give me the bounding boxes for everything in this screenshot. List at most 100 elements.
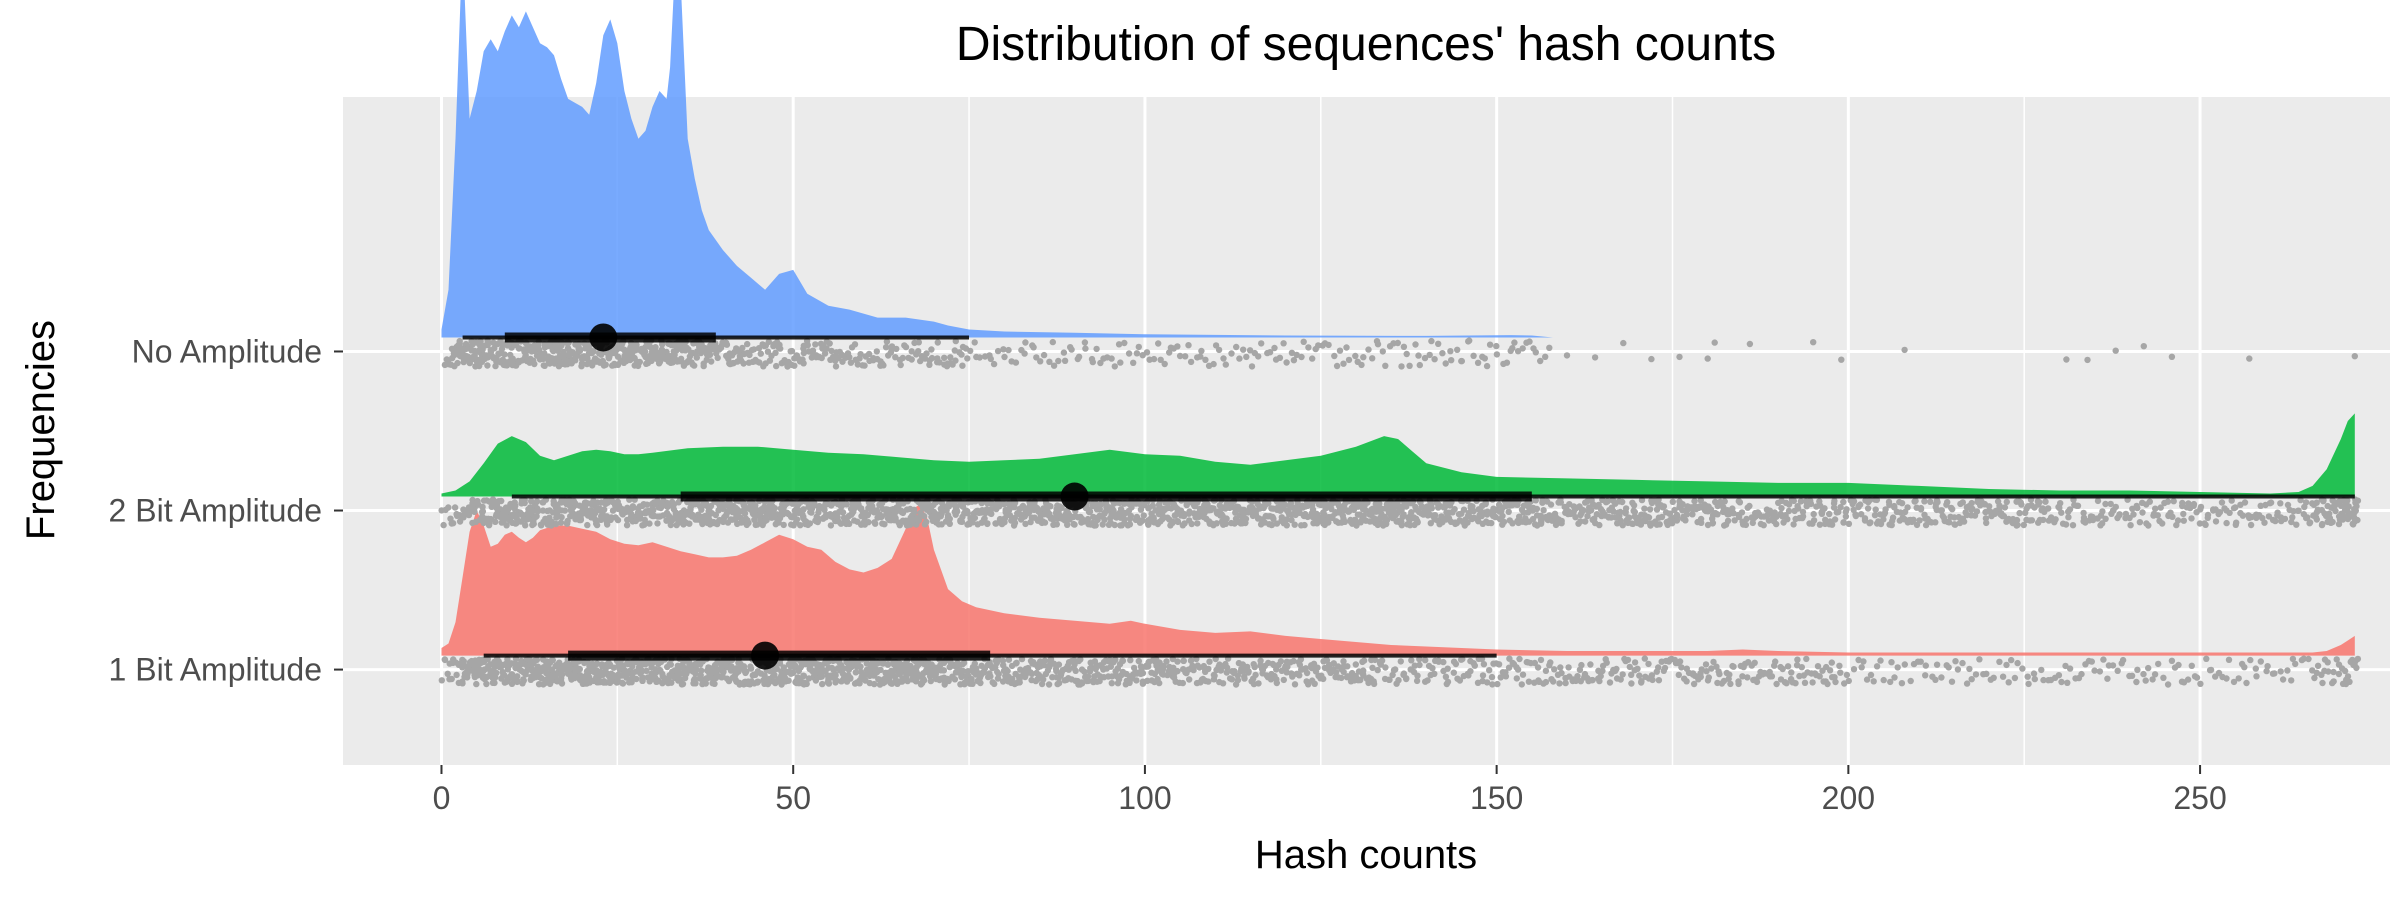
jitter-point (772, 349, 779, 356)
jitter-point (1735, 513, 1743, 521)
jitter-point (1497, 674, 1504, 681)
jitter-point (1166, 349, 1173, 356)
x-tick-label: 50 (775, 780, 811, 816)
jitter-point (500, 672, 507, 679)
jitter-point (456, 337, 463, 345)
jitter-point (1251, 663, 1258, 671)
jitter-point (699, 520, 706, 528)
jitter-point (915, 517, 922, 524)
jitter-point (1288, 516, 1295, 524)
jitter-point (1081, 339, 1089, 346)
jitter-point (791, 662, 799, 669)
jitter-point (1061, 517, 1069, 524)
jitter-point (1952, 658, 1959, 665)
jitter-point (1481, 355, 1489, 362)
jitter-point (1889, 514, 1897, 521)
jitter-point (1519, 345, 1526, 352)
jitter-point (773, 362, 780, 370)
jitter-point (814, 517, 822, 525)
jitter-point (451, 504, 459, 511)
jitter-point (2325, 668, 2332, 675)
jitter-point (1907, 677, 1914, 685)
jitter-point (843, 501, 850, 508)
jitter-point (1276, 354, 1284, 361)
jitter-point (2073, 502, 2081, 509)
jitter-point (967, 347, 974, 355)
jitter-point (2324, 659, 2331, 666)
jitter-point (1415, 352, 1422, 359)
jitter-point (1785, 507, 1793, 515)
jitter-point (2003, 661, 2010, 669)
jitter-point (844, 350, 852, 357)
jitter-point (623, 522, 631, 529)
jitter-point (1452, 520, 1459, 528)
jitter-point (2020, 521, 2028, 529)
jitter-point (2288, 677, 2295, 684)
jitter-point (2179, 499, 2186, 507)
jitter-point (964, 355, 971, 362)
jitter-point (1498, 507, 1505, 515)
jitter-point (1290, 357, 1298, 364)
jitter-point (1572, 677, 1580, 685)
jitter-point (2170, 498, 2177, 505)
jitter-point (776, 341, 783, 349)
x-tick-label: 200 (1822, 780, 1875, 816)
jitter-point (1550, 678, 1557, 685)
jitter-point (1976, 656, 1983, 663)
jitter-point (1265, 500, 1272, 507)
jitter-point (1736, 499, 1744, 506)
jitter-point (1533, 505, 1541, 513)
jitter-point (2332, 507, 2339, 515)
jitter-point (1816, 521, 1824, 528)
jitter-point (1150, 355, 1158, 363)
jitter-point (991, 680, 998, 688)
jitter-point (2030, 670, 2038, 677)
jitter-point (1441, 503, 1449, 510)
jitter-point (598, 669, 605, 676)
jitter-point (852, 669, 859, 676)
jitter-point (1500, 518, 1508, 526)
jitter-point (1428, 337, 1435, 345)
jitter-point (2089, 513, 2096, 521)
jitter-point (1606, 679, 1614, 686)
jitter-point (593, 521, 601, 529)
jitter-point (1795, 505, 1802, 512)
jitter-point (2289, 514, 2296, 521)
jitter-point (1331, 352, 1338, 360)
jitter-point (809, 347, 817, 354)
jitter-point (1626, 663, 1634, 671)
jitter-point (1157, 356, 1164, 363)
jitter-point (1421, 354, 1429, 362)
jitter-point (1768, 673, 1776, 680)
jitter-point (2017, 499, 2024, 506)
jitter-point (614, 353, 622, 360)
jitter-point (971, 339, 978, 346)
jitter-point (1022, 520, 1029, 528)
jitter-point (1891, 674, 1898, 681)
jitter-point (1181, 520, 1188, 527)
density-cloud (441, 0, 1553, 338)
jitter-point (1645, 660, 1652, 668)
jitter-point (1283, 516, 1290, 523)
jitter-point (1597, 672, 1604, 680)
jitter-point (650, 507, 657, 514)
jitter-point (1932, 676, 1939, 683)
jitter-point (1678, 664, 1685, 671)
jitter-point (1139, 670, 1147, 677)
jitter-point (536, 674, 544, 681)
jitter-point (1110, 507, 1117, 514)
jitter-point (1855, 656, 1862, 664)
jitter-point (952, 337, 959, 345)
jitter-point (1938, 507, 1946, 514)
jitter-point (2293, 521, 2300, 528)
jitter-point (2112, 503, 2119, 511)
jitter-point (2036, 499, 2043, 506)
jitter-point (1188, 520, 1195, 528)
jitter-point (2112, 347, 2119, 354)
jitter-point (2100, 656, 2107, 663)
jitter-point (804, 341, 811, 348)
jitter-point (793, 516, 801, 523)
jitter-point (1646, 506, 1654, 513)
jitter-point (1968, 676, 1975, 683)
